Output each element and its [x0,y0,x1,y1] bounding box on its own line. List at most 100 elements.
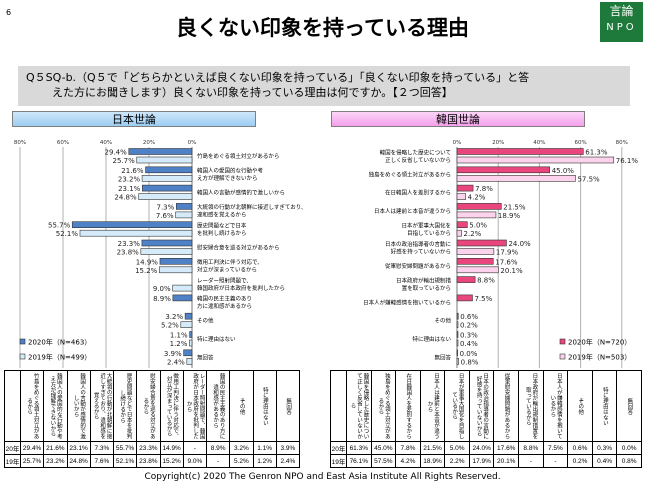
data-label: 0.3% [460,332,478,340]
table-cell: 0.4% [591,454,618,468]
tick-label: 40% [100,140,112,146]
legend-label: 2020年（N=463） [28,338,91,347]
table-column-header: 徴用工判決に伴う対応で、対立が深まっているから [159,370,184,442]
table-column-header: 無回答 [616,370,642,442]
bar-charts: 80% 60% 40% 20% 0%竹島をめぐる領土対立があるから29.4%25.7%韓… [14,140,638,368]
table-cell: 21.6% [43,441,68,455]
legend-swatch-2019 [19,353,26,360]
bar-2020 [141,239,193,247]
category-label: 竹島をめぐる領土対立があるから [197,152,279,160]
data-label: 61.3% [585,149,608,157]
table-cell: - [205,454,231,468]
table-column-header: 従軍慰安婦問題があるから [493,370,520,442]
data-label: 23.1% [118,185,141,193]
column-header-text: 日本が軍事大国化を目指しているから [451,373,464,439]
category-label: 韓国の民主主義のあり [197,295,252,303]
bar-2020 [456,276,476,283]
bar-2019 [141,175,193,182]
table-cell: 0.6% [567,441,593,455]
bar-2019 [159,266,193,274]
data-label: 7.6% [156,212,174,220]
table-column-header: 日本が軍事大国化を目指しているから [444,370,470,442]
table-cell: - [542,454,569,468]
column-header-text: 特に理由はない [601,386,608,426]
category-label: 対立が深まっているから [197,266,257,274]
bar-2019 [456,266,499,274]
tick-label: 40% [533,140,545,146]
copyright-footer: Copyright(c) 2020 The Genron NPO and Eas… [144,472,501,482]
legend-swatch-2019 [559,353,566,360]
bar-2020 [456,203,502,210]
data-label: 0.2% [460,322,478,330]
data-label: 2.4% [167,358,185,366]
category-label: 好感を持っていないから [391,247,451,255]
data-label: 24.8% [114,194,137,202]
data-label: 8.9% [153,295,171,303]
data-label: 0.8% [461,358,479,366]
category-label: 韓国人の愛国的な行動や考 [197,167,264,175]
table-cell: 5.0% [444,441,470,455]
tick-label: 0% [188,140,197,146]
table-column-header: 韓国人の愛国的な行動や考え方が理解できないから [43,370,68,442]
column-header-text: 独島をめぐる領土対立があるから [377,373,390,439]
bar-2019 [456,156,615,164]
table-column-header: 特に理由はない [252,370,277,442]
table-cell: 0.2% [567,454,593,468]
data-label: 8.8% [477,277,495,285]
tick-label: 80% [14,140,26,146]
table-cell: 23.3% [136,441,161,455]
column-header-text: 歴史問題などで日本を批判し続けるから [119,373,132,439]
bar-2019 [189,339,193,347]
bar-2019 [186,357,193,365]
table-column-header: その他 [229,370,254,442]
category-label: 日本人は建前と本音が違うから [374,207,451,215]
table-cell: 9.0% [182,454,208,468]
page-title: 良くない印象を持っている理由 [176,16,469,40]
column-header-text: 韓国の民主主義のあり方に違和感があるから [212,373,225,439]
row-label: 19年 [4,454,21,468]
table-cell: - [518,454,544,468]
data-label: 14.9% [136,258,159,266]
bar-2019 [79,229,193,237]
bar-2019 [138,193,193,200]
bar-2020 [456,331,459,338]
table-cell: 23.2% [43,454,68,468]
column-header-text: 韓国人の言動が感情的で激しいから [72,373,86,439]
category-label: 韓国を侵略した歴史について [380,148,451,156]
table-cell: 5.2% [229,454,254,468]
table-cell: 23.8% [136,454,161,468]
data-label: 1.1% [170,332,188,340]
bar-2019 [172,284,193,292]
logo-line1: 言論 [609,4,634,18]
bar-2020 [189,331,193,338]
table-cell: 61.3% [346,441,372,455]
category-label: 日本の政治指導者の言動に [385,240,451,248]
bar-2020 [456,294,473,302]
category-label: 徴用工判決に伴う対応で、 [197,258,263,266]
table-cell: 29.4% [19,441,45,455]
table-column-header: 日本人は建前と本音が違うから [419,370,446,442]
data-label: 21.6% [121,167,144,175]
table-column-header: 竹島をめぐる領土対立があるから [19,370,45,442]
table-cell: - [182,441,208,455]
column-header-text: 日本の政治指導者の言動に好感を持っていないから [475,373,489,439]
table-column-header: 大統領の行動が北朝鮮に接近しすぎており、違和感を覚えるから [89,370,115,442]
category-label: 韓国人の言動が感情的で激しいから [197,189,285,197]
bar-2019 [456,321,459,329]
table-row: 20年 61.3% 45.0% 7.8% 21.5% 5.0% 24.0% 17.6% 8.8%… [330,441,642,455]
data-label: 3.2% [165,313,183,321]
korea-data-table: 韓国を侵略した歴史について正しく反省していないから 独島をめぐる領土対立があるから… [330,370,642,468]
table-cell: 2.2% [444,454,470,468]
data-label: 18.9% [498,212,521,220]
category-label: 無回答 [434,353,451,361]
row-label: 19年 [330,454,347,468]
bar-2020 [159,257,193,265]
bar-2020 [456,312,459,320]
table-cell: 55.7% [112,441,138,455]
column-header-text: 無回答 [285,397,292,415]
bar-2020 [128,148,193,155]
table-cell: 3.2% [229,441,254,455]
category-label: 目指しているから [407,229,451,237]
bar-2019 [136,156,193,164]
table-column-header: 韓国人の言動が感情的で激しいから [66,370,91,442]
